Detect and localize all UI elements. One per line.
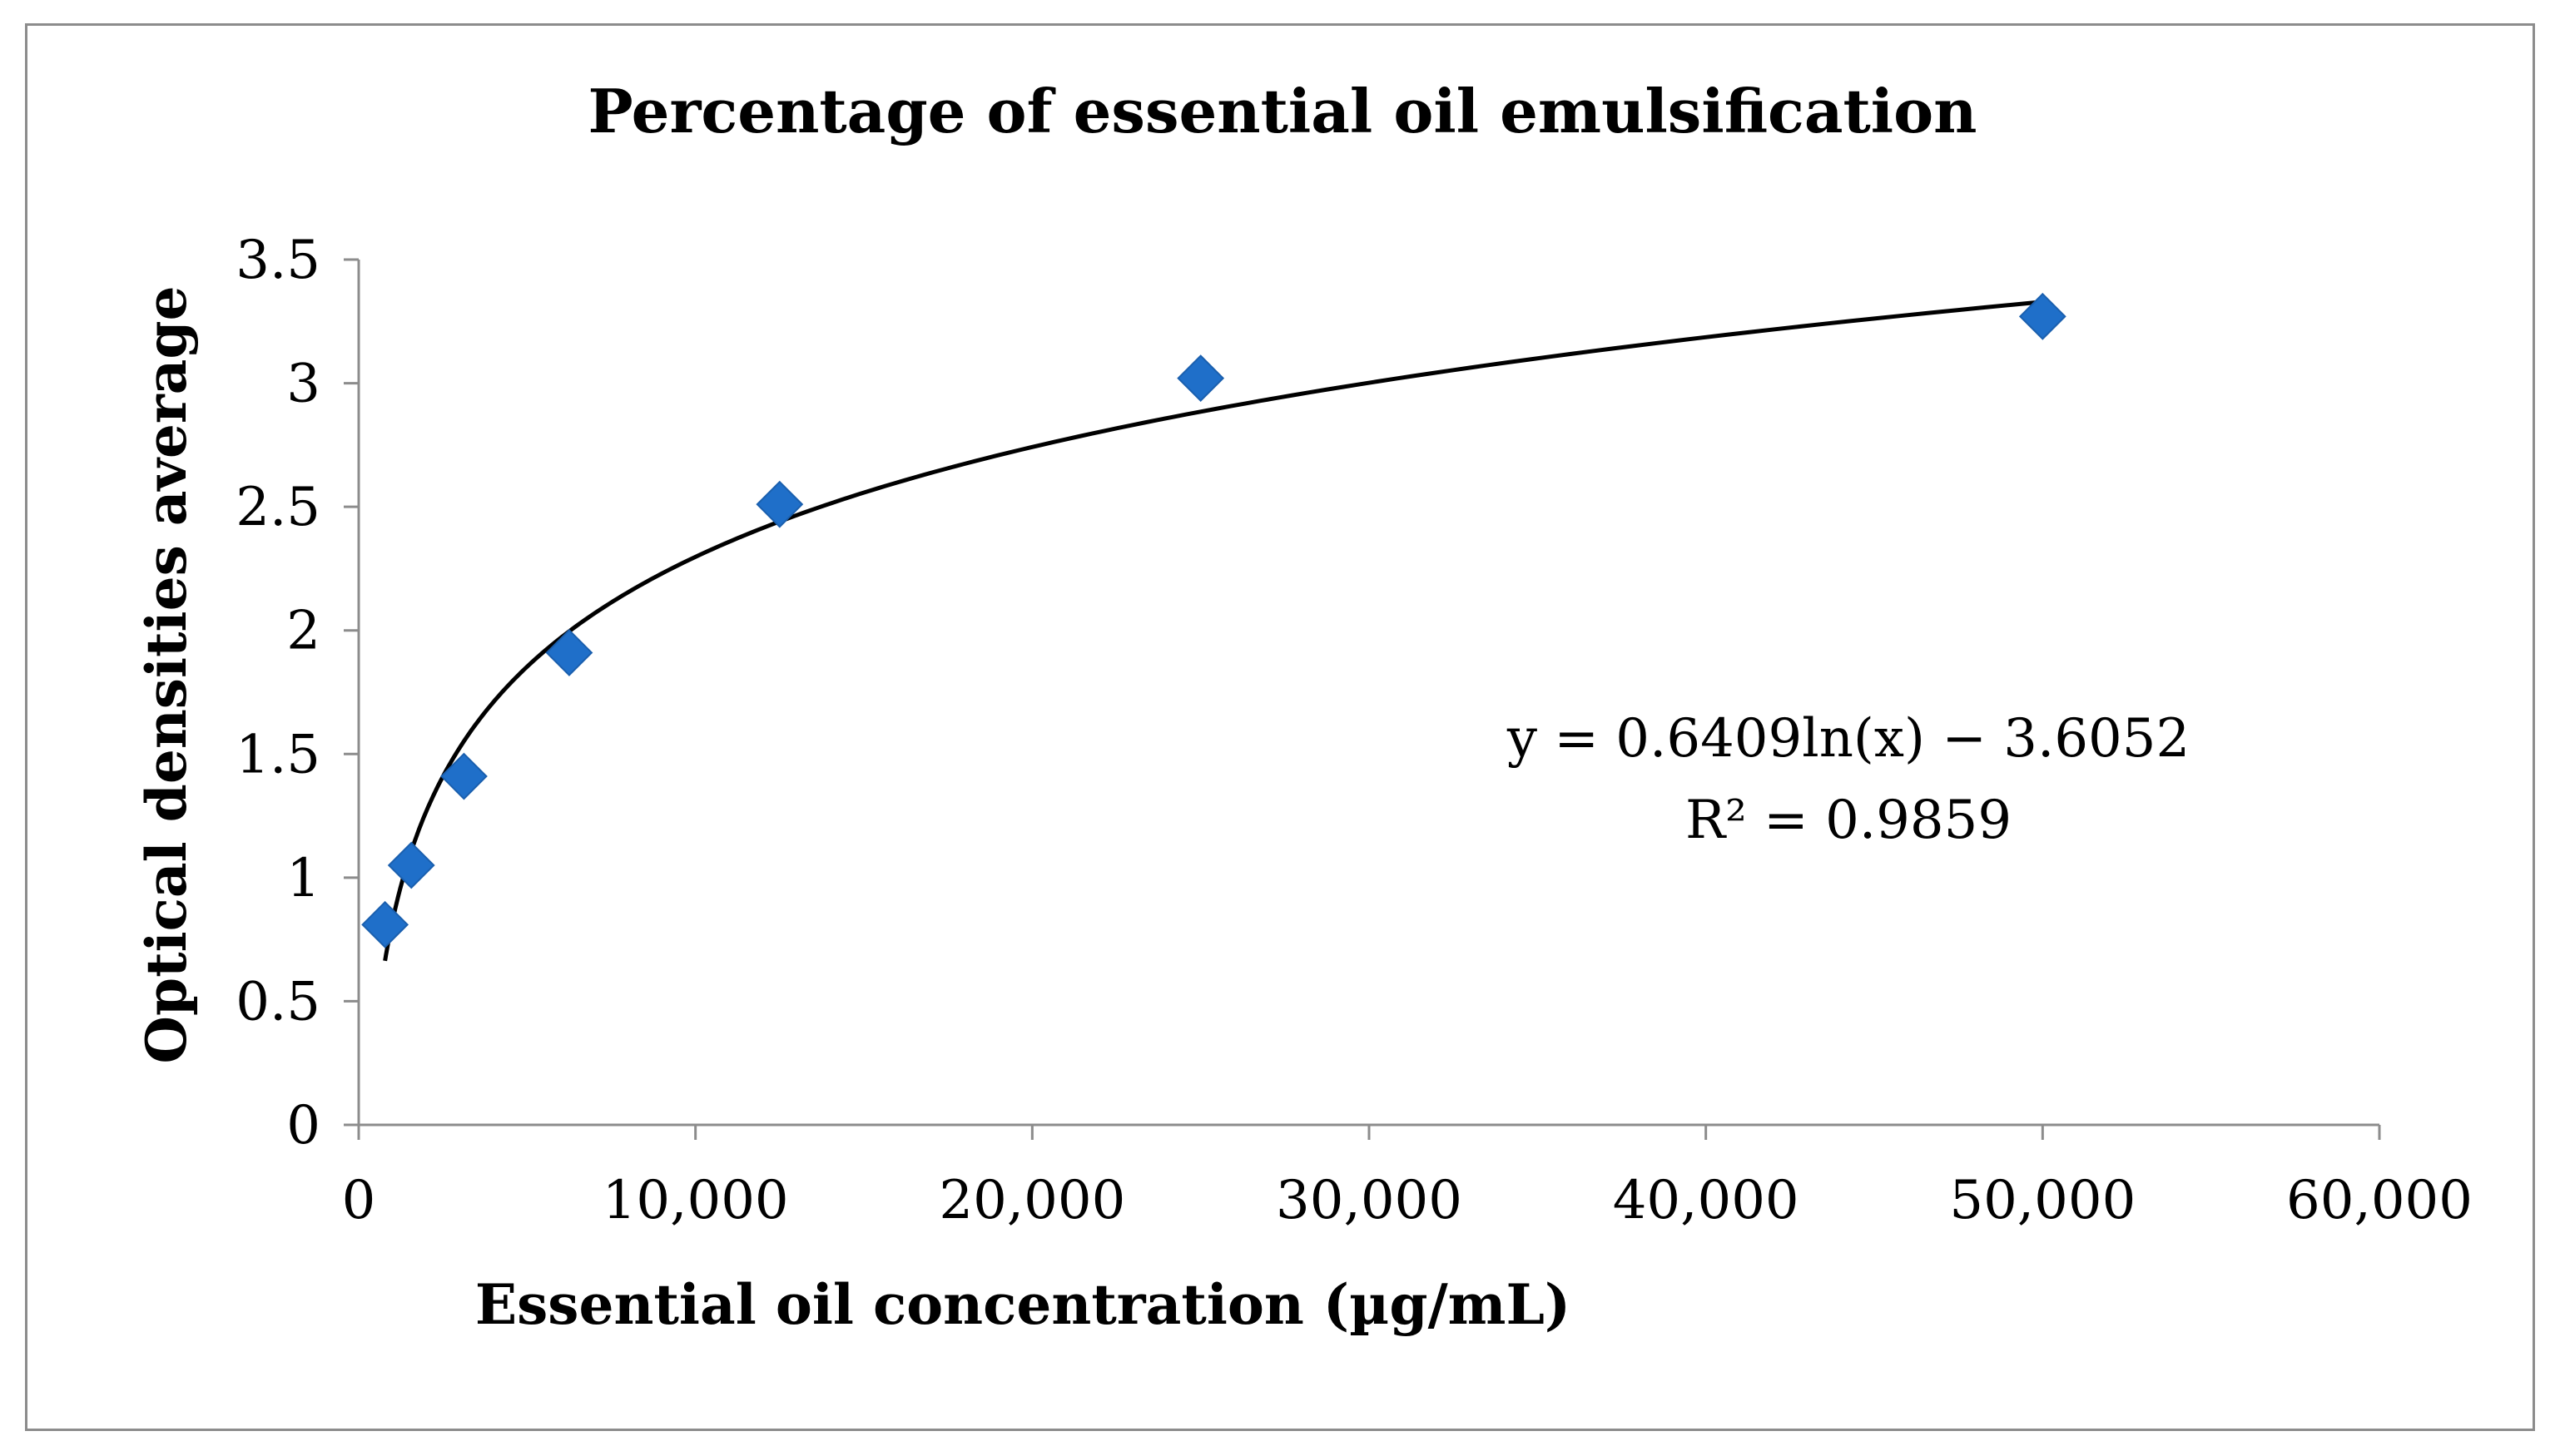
y-tick-label: 2.5 bbox=[236, 477, 320, 538]
x-tick-label: 60,000 bbox=[2286, 1170, 2473, 1231]
scatter-chart: Percentage of essential oil emulsificati… bbox=[134, 76, 2473, 1337]
trendline-equation-label: y = 0.6409ln(x) − 3.6052 bbox=[1506, 708, 2190, 770]
x-tick-label: 30,000 bbox=[1276, 1170, 1462, 1231]
x-axis-title: Essential oil concentration (µg/mL) bbox=[475, 1272, 1570, 1337]
y-tick-label: 1.5 bbox=[236, 724, 320, 785]
data-point-diamond bbox=[2018, 292, 2066, 340]
y-tick-label: 3 bbox=[286, 354, 320, 415]
x-tick-label: 50,000 bbox=[1949, 1170, 2136, 1231]
chart-frame: Percentage of essential oil emulsificati… bbox=[25, 23, 2535, 1431]
y-axis-title: Optical densities average bbox=[134, 285, 199, 1063]
data-point-diamond bbox=[361, 900, 409, 948]
data-point-diamond bbox=[756, 480, 804, 528]
trendline-r2-label: R² = 0.9859 bbox=[1685, 790, 2012, 851]
y-tick-label: 0 bbox=[286, 1095, 320, 1156]
x-tick-label: 20,000 bbox=[939, 1170, 1125, 1231]
y-tick-label: 1 bbox=[286, 848, 320, 909]
logarithmic-trendline bbox=[383, 300, 2043, 962]
y-tick-label: 2 bbox=[286, 601, 320, 662]
data-point-diamond bbox=[440, 752, 488, 800]
x-tick-label: 0 bbox=[342, 1170, 376, 1231]
plot-area: 0 0.5 1 1.5 2 2.5 3 3.5 0 10,000 20,000 30,000 40,00… bbox=[236, 230, 2473, 1231]
y-tick-label: 0.5 bbox=[236, 971, 320, 1033]
data-point-diamond bbox=[545, 629, 593, 676]
data-point-diamond bbox=[1177, 354, 1225, 403]
data-point-diamond bbox=[387, 841, 435, 889]
y-tick-label: 3.5 bbox=[236, 230, 320, 291]
x-tick-label: 10,000 bbox=[603, 1170, 789, 1231]
chart-title: Percentage of essential oil emulsificati… bbox=[588, 76, 1977, 146]
x-tick-label: 40,000 bbox=[1613, 1170, 1799, 1231]
